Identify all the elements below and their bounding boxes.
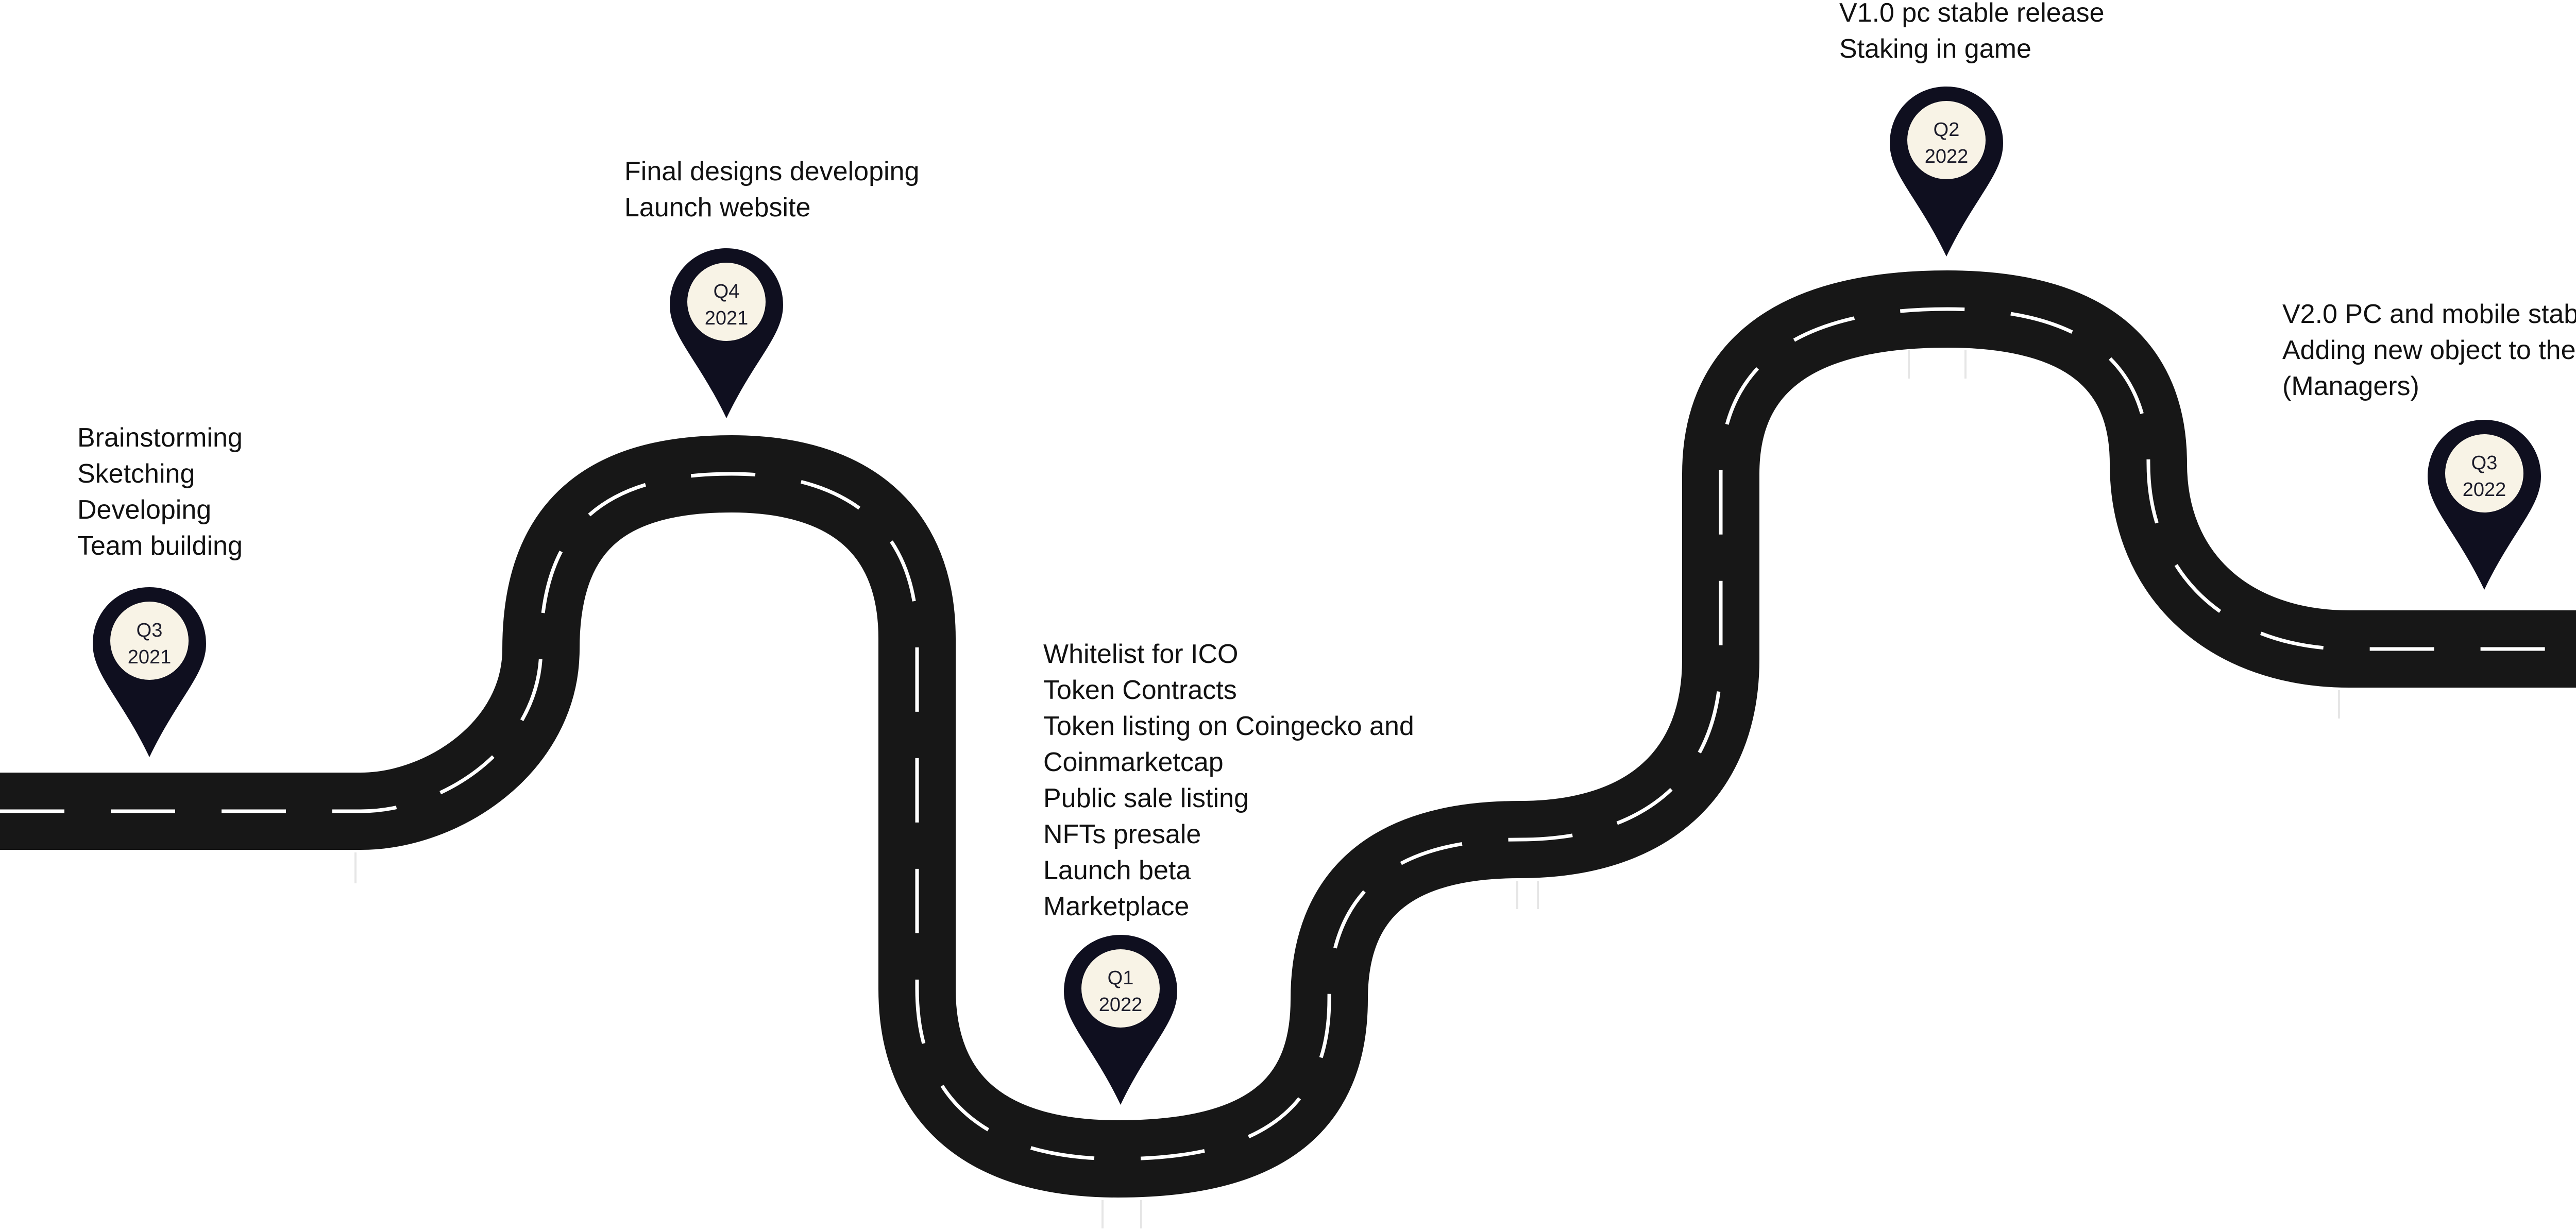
milestone-item: Token listing on Coingecko and: [1043, 711, 1414, 741]
milestone-item: Public sale listing: [1043, 783, 1249, 813]
milestone-item: Whitelist for ICO: [1043, 639, 1239, 669]
milestone-item: Adding new object to the game: [2282, 335, 2576, 365]
milestone-item: Sketching: [77, 459, 195, 489]
pin-quarter: Q3: [136, 620, 163, 641]
milestone-item: Developing: [77, 495, 212, 525]
milestone-item: Token Contracts: [1043, 675, 1237, 705]
map-pin-icon: [2428, 420, 2541, 590]
milestone-item: Staking in game: [1839, 34, 2031, 64]
milestone-item: Marketplace: [1043, 892, 1190, 921]
map-pin-icon: [670, 248, 783, 418]
milestone-item: Brainstorming: [77, 423, 243, 453]
pin-quarter: Q3: [2471, 452, 2498, 474]
location-pin-q1-2022: Q1 2022: [1064, 935, 1177, 1105]
location-pin-q2-2022: Q2 2022: [1890, 87, 2003, 257]
milestone-item: Coinmarketcap: [1043, 747, 1224, 777]
map-pin-icon: [1890, 87, 2003, 257]
milestone-q4-2021-description: Final designs developing Launch website: [624, 153, 919, 226]
pin-label: Q1 2022: [1064, 965, 1177, 1018]
milestone-item: NFTs presale: [1043, 819, 1201, 849]
milestone-q3-2021-description: Brainstorming Sketching Developing Team …: [77, 420, 243, 564]
location-pin-q3-2022: Q3 2022: [2428, 420, 2541, 590]
road-shadow-ticks: [354, 350, 2340, 1228]
pin-quarter: Q2: [1933, 119, 1960, 141]
map-pin-icon: [93, 587, 206, 757]
pin-quarter: Q4: [713, 281, 740, 302]
milestone-item: (Managers): [2282, 371, 2419, 401]
location-pin-q3-2021: Q3 2021: [93, 587, 206, 757]
milestone-q3-2022-description: V2.0 PC and mobile stable release Adding…: [2282, 296, 2576, 404]
map-pin-icon: [1064, 935, 1177, 1105]
pin-label: Q2 2022: [1890, 116, 2003, 170]
location-pin-q4-2021: Q4 2021: [670, 248, 783, 418]
milestone-item: Final designs developing: [624, 157, 920, 186]
pin-year: 2022: [1924, 146, 1969, 167]
pin-year: 2022: [2462, 479, 2506, 501]
milestone-item: V2.0 PC and mobile stable release: [2282, 299, 2576, 329]
milestone-q2-2022-description: V1.0 pc stable release Staking in game: [1839, 0, 2105, 67]
pin-label: Q3 2021: [93, 617, 206, 671]
pin-quarter: Q1: [1107, 967, 1134, 989]
pin-label: Q3 2022: [2428, 450, 2541, 503]
milestone-item: Launch website: [624, 193, 811, 223]
pin-year: 2021: [127, 646, 172, 668]
pin-year: 2021: [704, 307, 749, 329]
road-lane-marking: [0, 307, 2576, 1161]
milestone-item: Team building: [77, 531, 243, 561]
milestone-item: V1.0 pc stable release: [1839, 0, 2105, 28]
pin-year: 2022: [1098, 994, 1143, 1016]
pin-label: Q4 2021: [670, 278, 783, 332]
milestone-q1-2022-description: Whitelist for ICO Token Contracts Token …: [1043, 636, 1414, 925]
milestone-item: Launch beta: [1043, 856, 1191, 885]
